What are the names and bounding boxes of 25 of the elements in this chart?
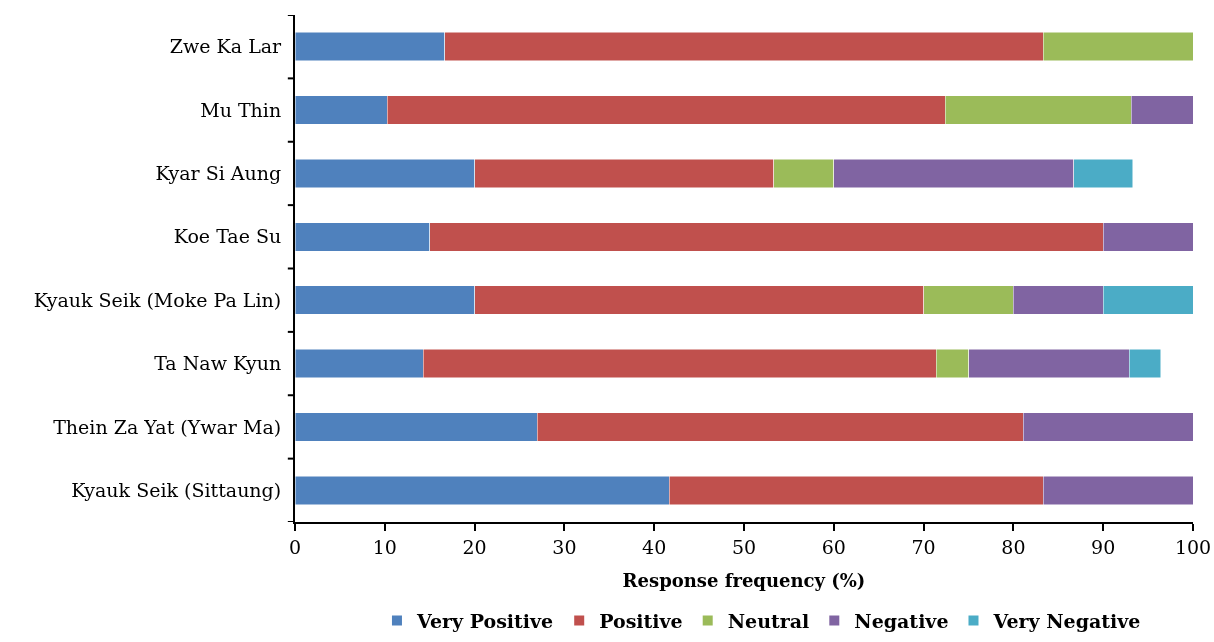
- y-tick-label: Kyauk Seik (Moke Pa Lin): [33, 288, 282, 311]
- x-axis-title: Response frequency (%): [622, 570, 866, 592]
- x-tick-label: 10: [372, 535, 397, 558]
- x-tick-label: 70: [911, 535, 936, 558]
- x-tick-label: 20: [462, 535, 487, 558]
- x-tick-label: 50: [731, 535, 757, 558]
- x-tick-label: 100: [1174, 535, 1212, 558]
- x-tick-label: 60: [821, 535, 846, 558]
- legend-label: Neutral: [727, 609, 810, 632]
- x-tick-label: 90: [1091, 535, 1116, 558]
- x-tick-label: 40: [642, 535, 667, 558]
- y-tick-label: Thein Za Yat (Ywar Ma): [53, 415, 282, 438]
- legend-label: Negative: [854, 609, 949, 632]
- y-tick-label: Koe Tae Su: [173, 225, 282, 248]
- legend-label: Very Negative: [992, 609, 1141, 632]
- legend-label: Very Positive: [415, 609, 554, 632]
- y-tick-label: Ta Naw Kyun: [154, 352, 282, 375]
- legend-label: Positive: [599, 609, 683, 632]
- y-tick-label: Kyar Si Aung: [155, 162, 282, 185]
- y-tick-label: Zwe Ka Lar: [169, 35, 283, 58]
- x-tick-label: 80: [1001, 535, 1026, 558]
- x-tick-label: 30: [552, 535, 577, 558]
- x-tick-label: 0: [288, 535, 302, 558]
- y-tick-label: Mu Thin: [200, 98, 282, 121]
- y-tick-label: Kyauk Seik (Sittaung): [71, 478, 282, 501]
